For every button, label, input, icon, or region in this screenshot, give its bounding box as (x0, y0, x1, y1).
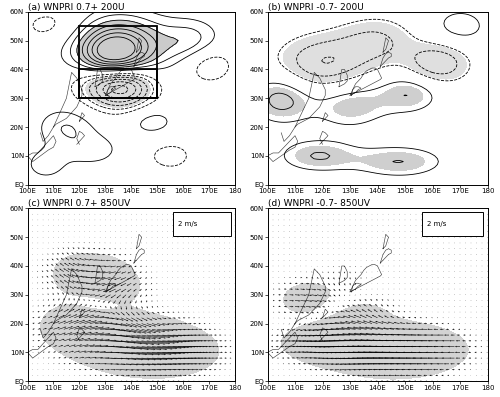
Text: (a) WNPRI 0.7+ 200U: (a) WNPRI 0.7+ 200U (28, 3, 124, 12)
Bar (422, 212, 483, 236)
Text: 2 m/s: 2 m/s (178, 221, 198, 227)
Bar (173, 212, 231, 236)
Bar (80, 69, 157, 98)
Text: (d) WNPRI -0.7- 850UV: (d) WNPRI -0.7- 850UV (268, 199, 370, 208)
Text: (c) WNPRI 0.7+ 850UV: (c) WNPRI 0.7+ 850UV (28, 199, 130, 208)
Bar (80, 26, 157, 98)
Text: (b) WNPRI -0.7- 200U: (b) WNPRI -0.7- 200U (268, 3, 363, 12)
Text: 2 m/s: 2 m/s (427, 221, 446, 227)
